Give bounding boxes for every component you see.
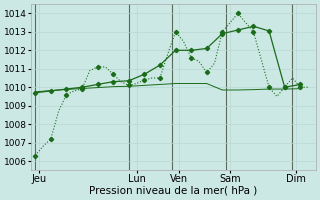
X-axis label: Pression niveau de la mer( hPa ): Pression niveau de la mer( hPa ): [90, 186, 258, 196]
